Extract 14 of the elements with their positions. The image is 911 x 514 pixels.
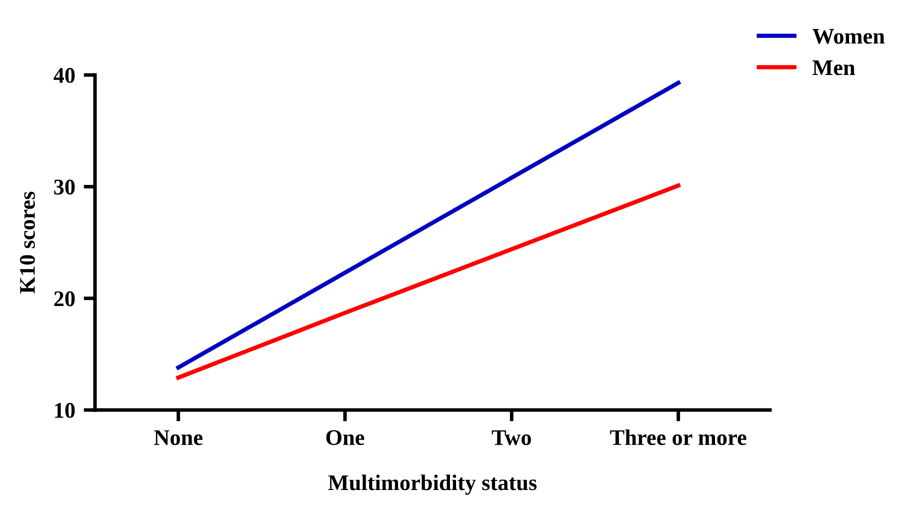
- x-tick-label: None: [154, 430, 202, 446]
- x-tick-label: Three or more: [610, 429, 746, 446]
- y-axis-title: K10 scores: [20, 192, 35, 294]
- y-tick-label: 30: [54, 180, 75, 195]
- y-tick-label: 20: [54, 291, 75, 306]
- legend-label: Women: [812, 29, 885, 44]
- y-tick-label: 40: [54, 68, 75, 83]
- x-tick-label: One: [326, 430, 364, 446]
- x-tick-label: Two: [492, 430, 531, 446]
- line-series: [176, 80, 680, 370]
- x-axis-title: Multimorbidity status: [328, 474, 537, 495]
- line-series: [176, 183, 680, 380]
- y-tick-label: 10: [55, 402, 75, 418]
- legend-label: Men: [812, 60, 856, 76]
